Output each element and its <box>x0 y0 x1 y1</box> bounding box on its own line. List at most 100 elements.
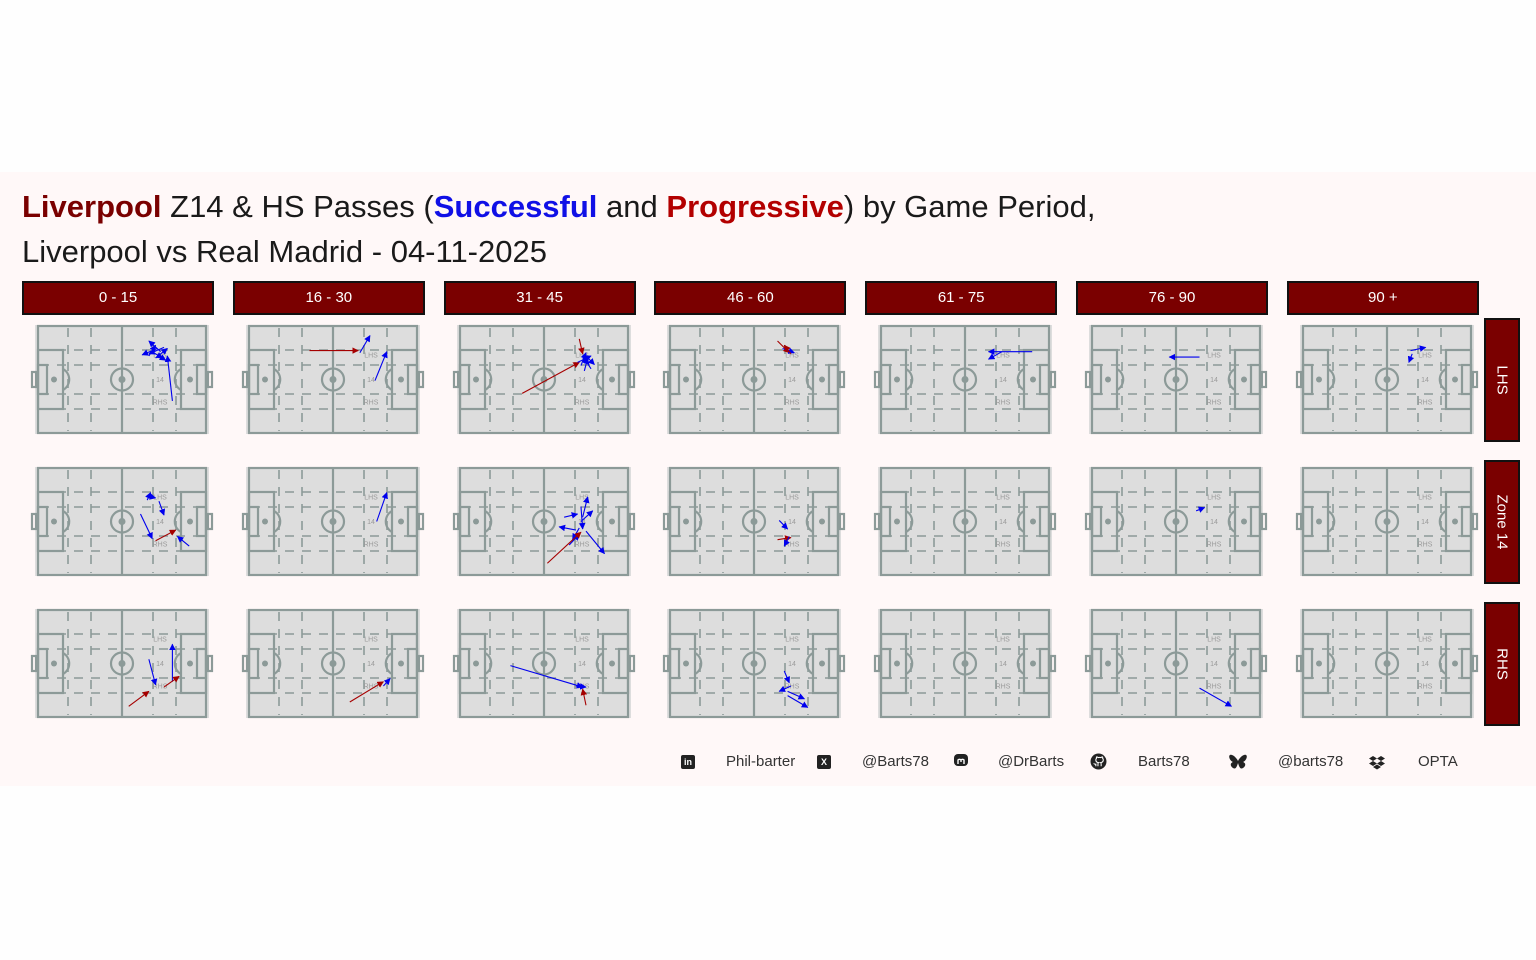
successful-pass-arrow <box>581 496 590 518</box>
pitch-zone-label: RHS <box>1417 542 1432 549</box>
progressive-pass-arrow <box>128 690 150 707</box>
pitch-zone-label: LHS <box>1207 353 1221 360</box>
zone-strip-label: RHS <box>1493 648 1511 680</box>
pitch-zone-label: LHS <box>364 495 378 502</box>
bluesky-label[interactable]: @barts78 <box>1278 753 1344 770</box>
progressive-pass-arrow <box>349 681 384 703</box>
github-label[interactable]: Barts78 <box>1138 753 1190 770</box>
pitch-zone-label: 14 <box>1210 661 1218 668</box>
pitch-markings <box>241 466 424 577</box>
successful-pass-arrow <box>148 659 158 686</box>
pitch-zone-label: LHS <box>786 353 800 360</box>
pitch-zone-label: LHS <box>1418 495 1432 502</box>
pitch-grid <box>672 470 837 573</box>
period-strip: 46 - 60 <box>654 281 847 315</box>
pitch-grid <box>1094 470 1258 573</box>
pitch-zone-label: 14 <box>1210 519 1218 526</box>
successful-pass-arrow <box>509 665 583 689</box>
pitch-markings <box>1295 466 1478 577</box>
successful-pass-arrow <box>784 670 791 684</box>
pitch-grid <box>1094 328 1258 431</box>
pitch-markings <box>241 608 424 719</box>
zone-strip: Zone 14 <box>1484 460 1520 584</box>
pitch-zone-label: 14 <box>578 377 586 384</box>
zone-strip-label: Zone 14 <box>1493 494 1511 550</box>
pitch-grid <box>883 328 1048 431</box>
pitch-zone-label: LHS <box>1207 637 1221 644</box>
pitch-zone-label: 14 <box>156 377 164 384</box>
title-part1: Z14 & HS Passes ( <box>161 189 434 224</box>
successful-pass-arrow <box>1199 687 1233 707</box>
pitch-zone-label: RHS <box>363 684 378 691</box>
pitch-zone-label: RHS <box>574 542 589 549</box>
pitch-grid <box>883 470 1048 573</box>
pitch-zone-label: RHS <box>785 542 800 549</box>
pitch-zone-label: LHS <box>786 495 800 502</box>
successful-pass-arrow <box>158 354 167 361</box>
github-icon[interactable] <box>1090 753 1107 778</box>
mastodon-icon[interactable] <box>953 753 969 777</box>
period-strip: 76 - 90 <box>1076 281 1268 315</box>
x-label[interactable]: @Barts78 <box>862 753 929 770</box>
pitch-zone-label: 14 <box>156 661 164 668</box>
pitch-zone-label: RHS <box>996 400 1011 407</box>
bluesky-icon[interactable] <box>1228 753 1248 779</box>
pitch-zone-label: 14 <box>999 377 1007 384</box>
linkedin-label[interactable]: Phil-barter <box>726 753 796 770</box>
pitch-grid <box>461 612 626 715</box>
progressive-pass-arrow <box>580 688 587 706</box>
linkedin-icon[interactable]: in <box>681 755 695 769</box>
pitch-zone-label: LHS <box>364 353 378 360</box>
successful-pass-arrow <box>578 506 586 530</box>
successful-pass-arrow <box>374 351 388 381</box>
zone-strip: LHS <box>1484 318 1520 442</box>
pitch-zone-label: 14 <box>1210 377 1218 384</box>
period-strip: 61 - 75 <box>865 281 1058 315</box>
pitch-zone-label: 14 <box>999 661 1007 668</box>
successful-pass-arrow <box>787 690 806 700</box>
successful-pass-arrow <box>139 513 153 540</box>
successful-pass-arrow <box>164 355 173 401</box>
pitch-zone-label: LHS <box>364 637 378 644</box>
progressive-pass-arrow <box>521 361 580 394</box>
successful-pass-arrow <box>585 530 605 555</box>
mastodon-label[interactable]: @DrBarts <box>998 753 1065 770</box>
pitch-zone-label: RHS <box>785 684 800 691</box>
progressive-pass-arrow <box>784 344 792 355</box>
pitch-zone-label: RHS <box>153 684 168 691</box>
pitch-zone-label: RHS <box>363 400 378 407</box>
progressive-pass-arrow <box>577 338 585 355</box>
pitch-grid <box>1304 470 1469 573</box>
dropbox-icon <box>1369 754 1385 778</box>
data-source-label: OPTA <box>1418 753 1458 770</box>
x-icon[interactable]: X <box>817 755 831 769</box>
pitch-zone-label: RHS <box>574 400 589 407</box>
successful-pass-arrow <box>176 536 190 547</box>
successful-pass-arrow <box>158 500 166 516</box>
pitch-zone-label: RHS <box>153 542 168 549</box>
pitch-zone-label: RHS <box>153 400 168 407</box>
period-strip: 31 - 45 <box>443 281 636 315</box>
pitch-zone-label: 14 <box>999 519 1007 526</box>
pitch-markings <box>1084 608 1268 719</box>
chart-title: Liverpool Z14 & HS Passes (Successful an… <box>22 184 1095 274</box>
pitch-grid <box>672 612 837 715</box>
pitch-grid <box>1094 612 1258 715</box>
pitch-zone-label: LHS <box>996 495 1010 502</box>
pitch-zone-label: RHS <box>785 400 800 407</box>
pitch-zone-label: 14 <box>1421 519 1429 526</box>
pitch-zone-label: LHS <box>1418 353 1432 360</box>
title-and: and <box>597 189 667 224</box>
pitch-zone-label: RHS <box>1207 542 1222 549</box>
successful-pass-arrow <box>375 491 388 522</box>
pitch-zone-label: LHS <box>575 637 589 644</box>
